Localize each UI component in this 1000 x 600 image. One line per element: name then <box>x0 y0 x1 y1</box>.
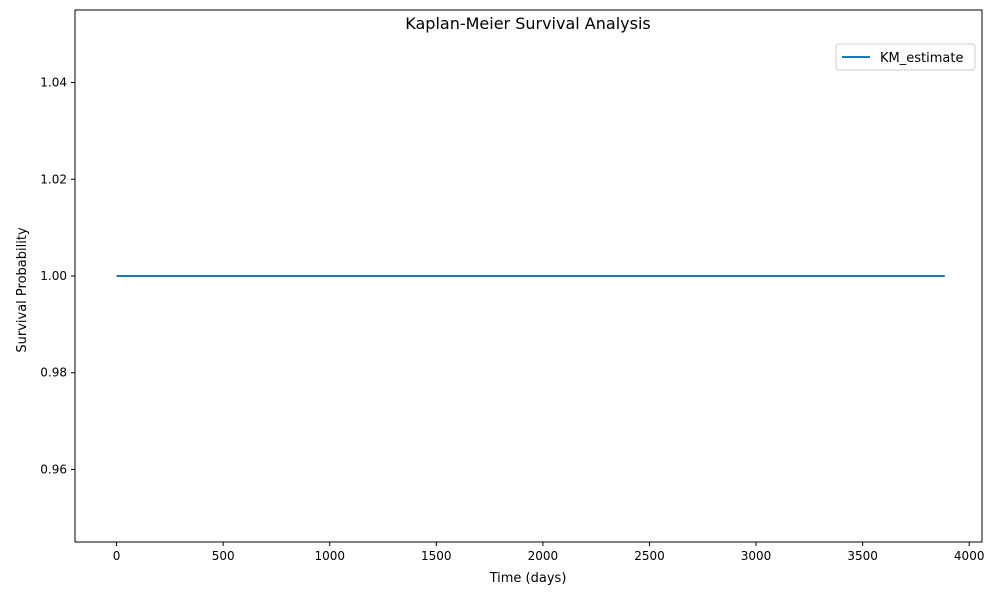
chart-title: Kaplan-Meier Survival Analysis <box>405 14 650 33</box>
x-tick-label: 1000 <box>314 549 345 563</box>
x-tick-label: 3000 <box>741 549 772 563</box>
x-tick-label: 1500 <box>421 549 452 563</box>
y-tick-label: 1.02 <box>40 172 67 186</box>
x-axis: 0 500 1000 1500 2000 2500 3000 3500 4000 <box>113 542 985 563</box>
y-tick-label: 0.96 <box>40 462 67 476</box>
y-axis-label: Survival Probability <box>15 227 30 353</box>
y-tick-label: 1.04 <box>40 76 67 90</box>
x-axis-label: Time (days) <box>489 571 567 586</box>
x-tick-label: 2500 <box>634 549 665 563</box>
x-tick-label: 3500 <box>847 549 878 563</box>
y-tick-label: 0.98 <box>40 366 67 380</box>
x-tick-label: 0 <box>113 549 121 563</box>
x-tick-label: 2000 <box>528 549 559 563</box>
x-tick-label: 4000 <box>954 549 985 563</box>
legend: KM_estimate <box>835 43 976 71</box>
legend-box <box>835 43 976 71</box>
y-tick-label: 1.00 <box>40 269 67 283</box>
x-tick-label: 500 <box>212 549 235 563</box>
y-axis: 0.96 0.98 1.00 1.02 1.04 <box>40 76 75 476</box>
legend-label-km-estimate: KM_estimate <box>880 51 963 66</box>
